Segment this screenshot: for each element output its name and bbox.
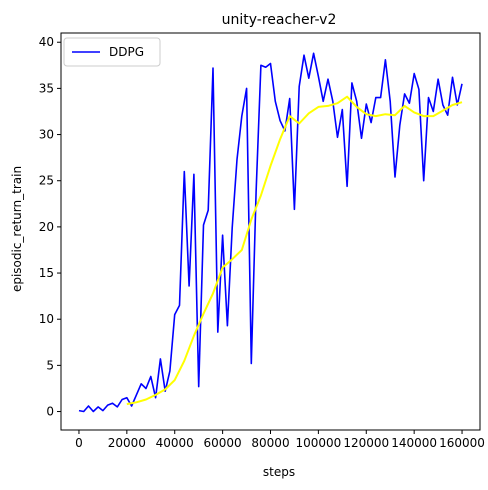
legend: DDPG bbox=[63, 37, 161, 67]
series-line-smoothed bbox=[126, 95, 463, 406]
y-tick-label-35: 35 bbox=[39, 81, 54, 95]
y-axis-label: episodic_return_train bbox=[10, 166, 24, 292]
x-tick-label-60000: 60000 bbox=[204, 436, 242, 450]
y-tick-label-0: 0 bbox=[46, 405, 54, 419]
y-tick-label-30: 30 bbox=[39, 128, 54, 142]
x-tick-label-80000: 80000 bbox=[251, 436, 289, 450]
y-tick-label-10: 10 bbox=[39, 312, 54, 326]
x-tick-label-20000: 20000 bbox=[108, 436, 146, 450]
chart-title: unity-reacher-v2 bbox=[222, 12, 337, 28]
series-line-ddpg bbox=[78, 52, 463, 413]
x-tick-label-120000: 120000 bbox=[343, 436, 389, 450]
y-tick-label-25: 25 bbox=[39, 174, 54, 188]
y-tick-label-20: 20 bbox=[39, 220, 54, 234]
legend-box bbox=[63, 37, 161, 67]
plot-area: 0 20000 40000 60000 80000 100000 120000 140000 1… bbox=[39, 32, 485, 450]
x-tick-label-160000: 160000 bbox=[439, 436, 485, 450]
x-tick-label-140000: 140000 bbox=[391, 436, 437, 450]
x-tick-label-40000: 40000 bbox=[156, 436, 194, 450]
x-tick-label-100000: 100000 bbox=[295, 436, 341, 450]
y-tick-label-15: 15 bbox=[39, 266, 54, 280]
x-axis-label: steps bbox=[263, 465, 295, 479]
y-tick-label-5: 5 bbox=[46, 358, 54, 372]
legend-label-ddpg: DDPG bbox=[109, 45, 144, 59]
x-tick-label-0: 0 bbox=[75, 436, 83, 450]
y-tick-label-40: 40 bbox=[39, 35, 54, 49]
